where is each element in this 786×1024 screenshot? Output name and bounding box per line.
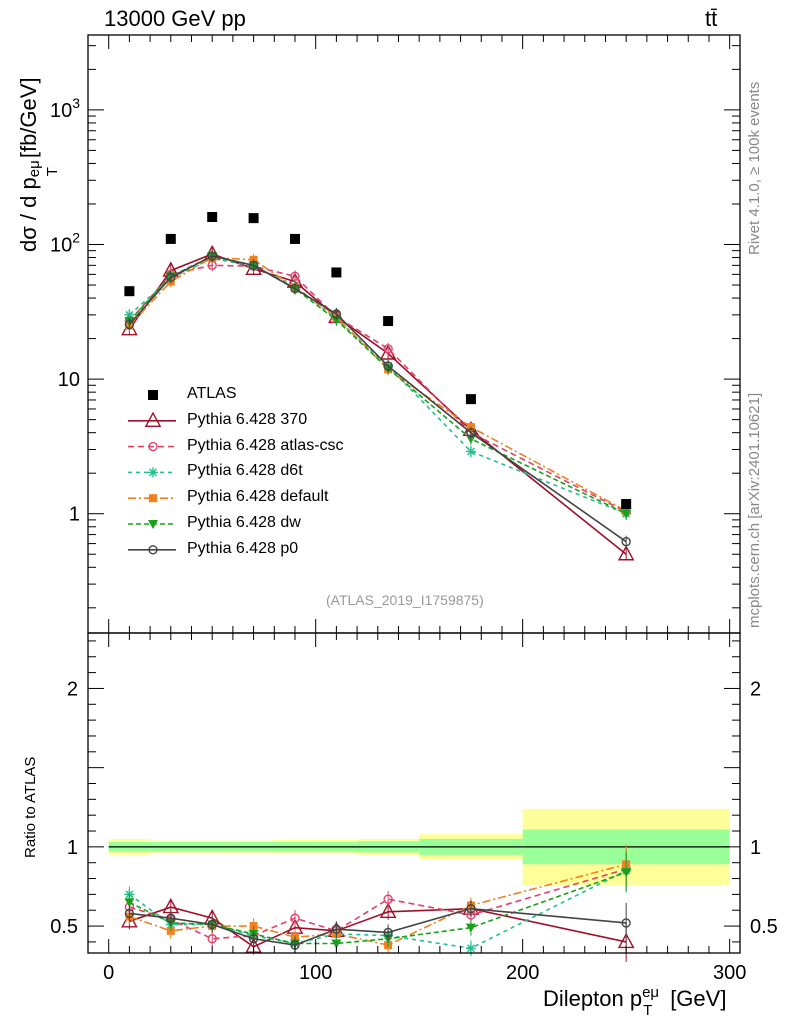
rivet-version-label: Rivet 4.1.0, ≥ 100k events <box>746 81 763 255</box>
upper-y-axis-unit: [fb/GeV] <box>16 77 41 165</box>
legend-marker-3 <box>149 494 157 503</box>
x-tick-label: 300 <box>713 962 746 984</box>
ratio-point-5 <box>621 918 631 928</box>
legend <box>128 390 176 555</box>
ratio-point-5 <box>124 908 135 919</box>
legend-label: Pythia 6.428 p0 <box>187 539 299 557</box>
x-axis-unit: [GeV] <box>664 986 727 1011</box>
atlas-data-point <box>165 233 176 244</box>
series-point-5 <box>466 427 476 438</box>
x-tick-label: 0 <box>103 962 114 984</box>
analysis-reference: (ATLAS_2019_I1759875) <box>326 592 484 608</box>
legend-marker-4 <box>148 520 158 529</box>
ratio-point-5 <box>207 919 217 930</box>
series-point-2 <box>465 446 476 457</box>
lower-frame <box>87 632 741 954</box>
process-label: tt̄ <box>705 6 718 31</box>
atlas-data-point <box>465 394 476 405</box>
axes-frame: 0 100 200 300 1 10 102 103 0.5 0.5 1 1 2 2 <box>50 34 778 984</box>
x-axis-sub: T <box>643 1002 653 1019</box>
series-point-5 <box>290 283 300 294</box>
ratio-point-5 <box>383 927 393 938</box>
ratio-point-0 <box>379 902 397 919</box>
series-point-1 <box>383 344 393 354</box>
ratio-tick-label-left: 2 <box>67 678 78 700</box>
mcplots-label: mcplots.cern.ch [arXiv:2401.10621] <box>746 392 763 628</box>
ratio-point-4 <box>331 939 342 949</box>
ratio-line-5 <box>129 907 627 946</box>
series-point-5 <box>124 319 135 330</box>
series-point-5 <box>248 260 259 271</box>
x-axis-sup: eμ <box>642 984 660 1001</box>
atlas-data-point <box>207 212 218 223</box>
upper-y-tick-label: 103 <box>50 95 80 122</box>
x-tick-label: 200 <box>506 962 539 984</box>
legend-label: Pythia 6.428 dw <box>187 514 301 531</box>
ratio-tick-label-right: 2 <box>750 678 761 700</box>
ratio-tick-label-right: 0.5 <box>750 916 778 938</box>
ratio-point-5 <box>248 934 259 944</box>
series-point-5 <box>383 361 393 371</box>
legend-marker-1 <box>148 441 158 452</box>
upper-panel <box>121 212 635 561</box>
upper-y-axis-sub: T <box>44 167 61 177</box>
atlas-data-point <box>331 267 342 278</box>
series-point-5 <box>331 309 342 319</box>
ratio-point-1 <box>290 913 300 923</box>
legend-label: Pythia 6.428 d6t <box>187 462 303 480</box>
series-point-0 <box>617 545 635 561</box>
series-point-4 <box>465 434 476 444</box>
legend-label: ATLAS <box>187 385 237 402</box>
upper-y-tick-label: 102 <box>50 229 80 256</box>
ratio-point-1 <box>383 894 393 904</box>
lower-y-axis-label: Ratio to ATLAS <box>22 756 39 858</box>
legend-marker-0 <box>144 411 162 427</box>
upper-frame <box>87 34 741 634</box>
ratio-point-4 <box>124 898 135 908</box>
x-axis-label: Dilepton p eμ T [GeV] <box>543 984 727 1019</box>
upper-y-axis-text: dσ / d p <box>16 177 41 252</box>
ratio-tick-label-left: 1 <box>67 837 78 859</box>
ratio-point-5 <box>166 913 176 923</box>
x-tick-label: 100 <box>299 962 332 984</box>
ratio-tick-label-left: 0.5 <box>50 916 78 938</box>
ratio-tick-label-right: 1 <box>750 837 761 859</box>
ratio-point-4 <box>621 868 632 878</box>
x-axis-text: Dilepton p <box>543 986 643 1011</box>
ratio-panel <box>108 808 730 962</box>
series-point-5 <box>207 251 217 261</box>
legend-label: Pythia 6.428 default <box>187 488 329 506</box>
series-point-4 <box>621 509 632 519</box>
series-point-4 <box>331 315 342 325</box>
upper-y-axis-label: dσ / d p eμ T [fb/GeV] <box>16 77 61 252</box>
ratio-line-3 <box>129 863 627 946</box>
energy-label: 13000 GeV pp <box>104 6 246 31</box>
legend-marker-atlas <box>148 390 158 400</box>
ratio-point-4 <box>465 923 476 933</box>
ratio-point-2 <box>465 943 476 954</box>
atlas-data-point <box>621 499 632 510</box>
legend-marker-2 <box>148 467 158 478</box>
ratio-point-5 <box>331 924 342 934</box>
upper-y-axis-sup: eμ <box>26 160 43 178</box>
series-line-0 <box>128 253 627 555</box>
ratio-line-0 <box>129 906 627 948</box>
series-point-5 <box>621 536 631 547</box>
atlas-data-point <box>124 286 135 297</box>
atlas-data-point <box>289 233 300 244</box>
atlas-data-point <box>383 316 394 327</box>
atlas-data-point <box>248 213 259 224</box>
upper-y-tick-label: 1 <box>69 504 80 526</box>
legend-label: Pythia 6.428 atlas-csc <box>187 436 344 454</box>
series-point-5 <box>166 272 176 283</box>
upper-y-tick-label: 10 <box>58 369 80 391</box>
legend-label: Pythia 6.428 370 <box>187 410 308 428</box>
ratio-point-1 <box>207 934 217 944</box>
legend-marker-5 <box>148 545 158 555</box>
ratio-point-5 <box>466 903 476 914</box>
